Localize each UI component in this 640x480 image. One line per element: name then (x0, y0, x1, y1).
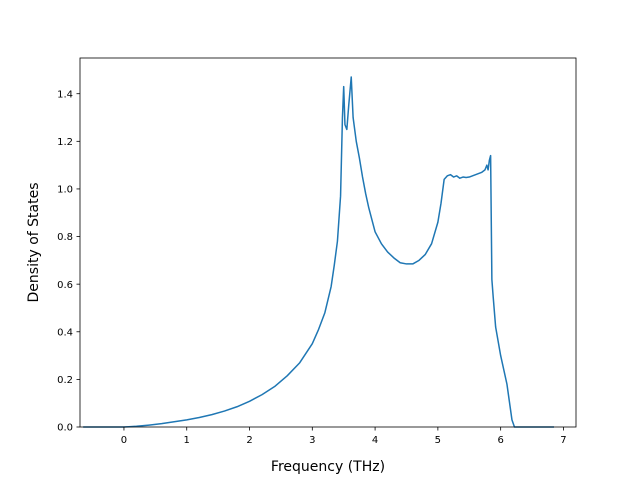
y-tick-label: 1.4 (57, 89, 73, 100)
series-line-0 (83, 76, 555, 428)
x-tick-label: 6 (497, 435, 503, 446)
x-axis-label: Frequency (THz) (271, 459, 385, 475)
y-axis: 0.0 0.2 0.4 0.6 0.8 1.0 1.2 1.4 (57, 89, 80, 434)
y-tick-label: 0.8 (57, 232, 73, 243)
x-tick-label: 5 (435, 435, 441, 446)
x-axis: 0 1 2 3 4 5 6 7 (121, 427, 567, 446)
x-tick-label: 0 (121, 435, 127, 446)
x-tick-label: 2 (246, 435, 252, 446)
x-tick-label: 3 (309, 435, 315, 446)
y-tick-label: 0.2 (57, 375, 73, 386)
x-tick-label: 1 (184, 435, 190, 446)
x-tick-label: 4 (372, 435, 378, 446)
y-tick-label: 1.0 (57, 185, 73, 196)
y-axis-label: Density of States (26, 183, 42, 303)
plot-frame (79, 57, 577, 428)
y-tick-label: 1.2 (57, 137, 73, 148)
y-tick-label: 0.6 (57, 280, 73, 291)
y-tick-label: 0.4 (57, 327, 73, 338)
x-tick-label: 7 (560, 435, 566, 446)
plot-area (79, 57, 577, 428)
y-tick-label: 0.0 (57, 423, 73, 434)
